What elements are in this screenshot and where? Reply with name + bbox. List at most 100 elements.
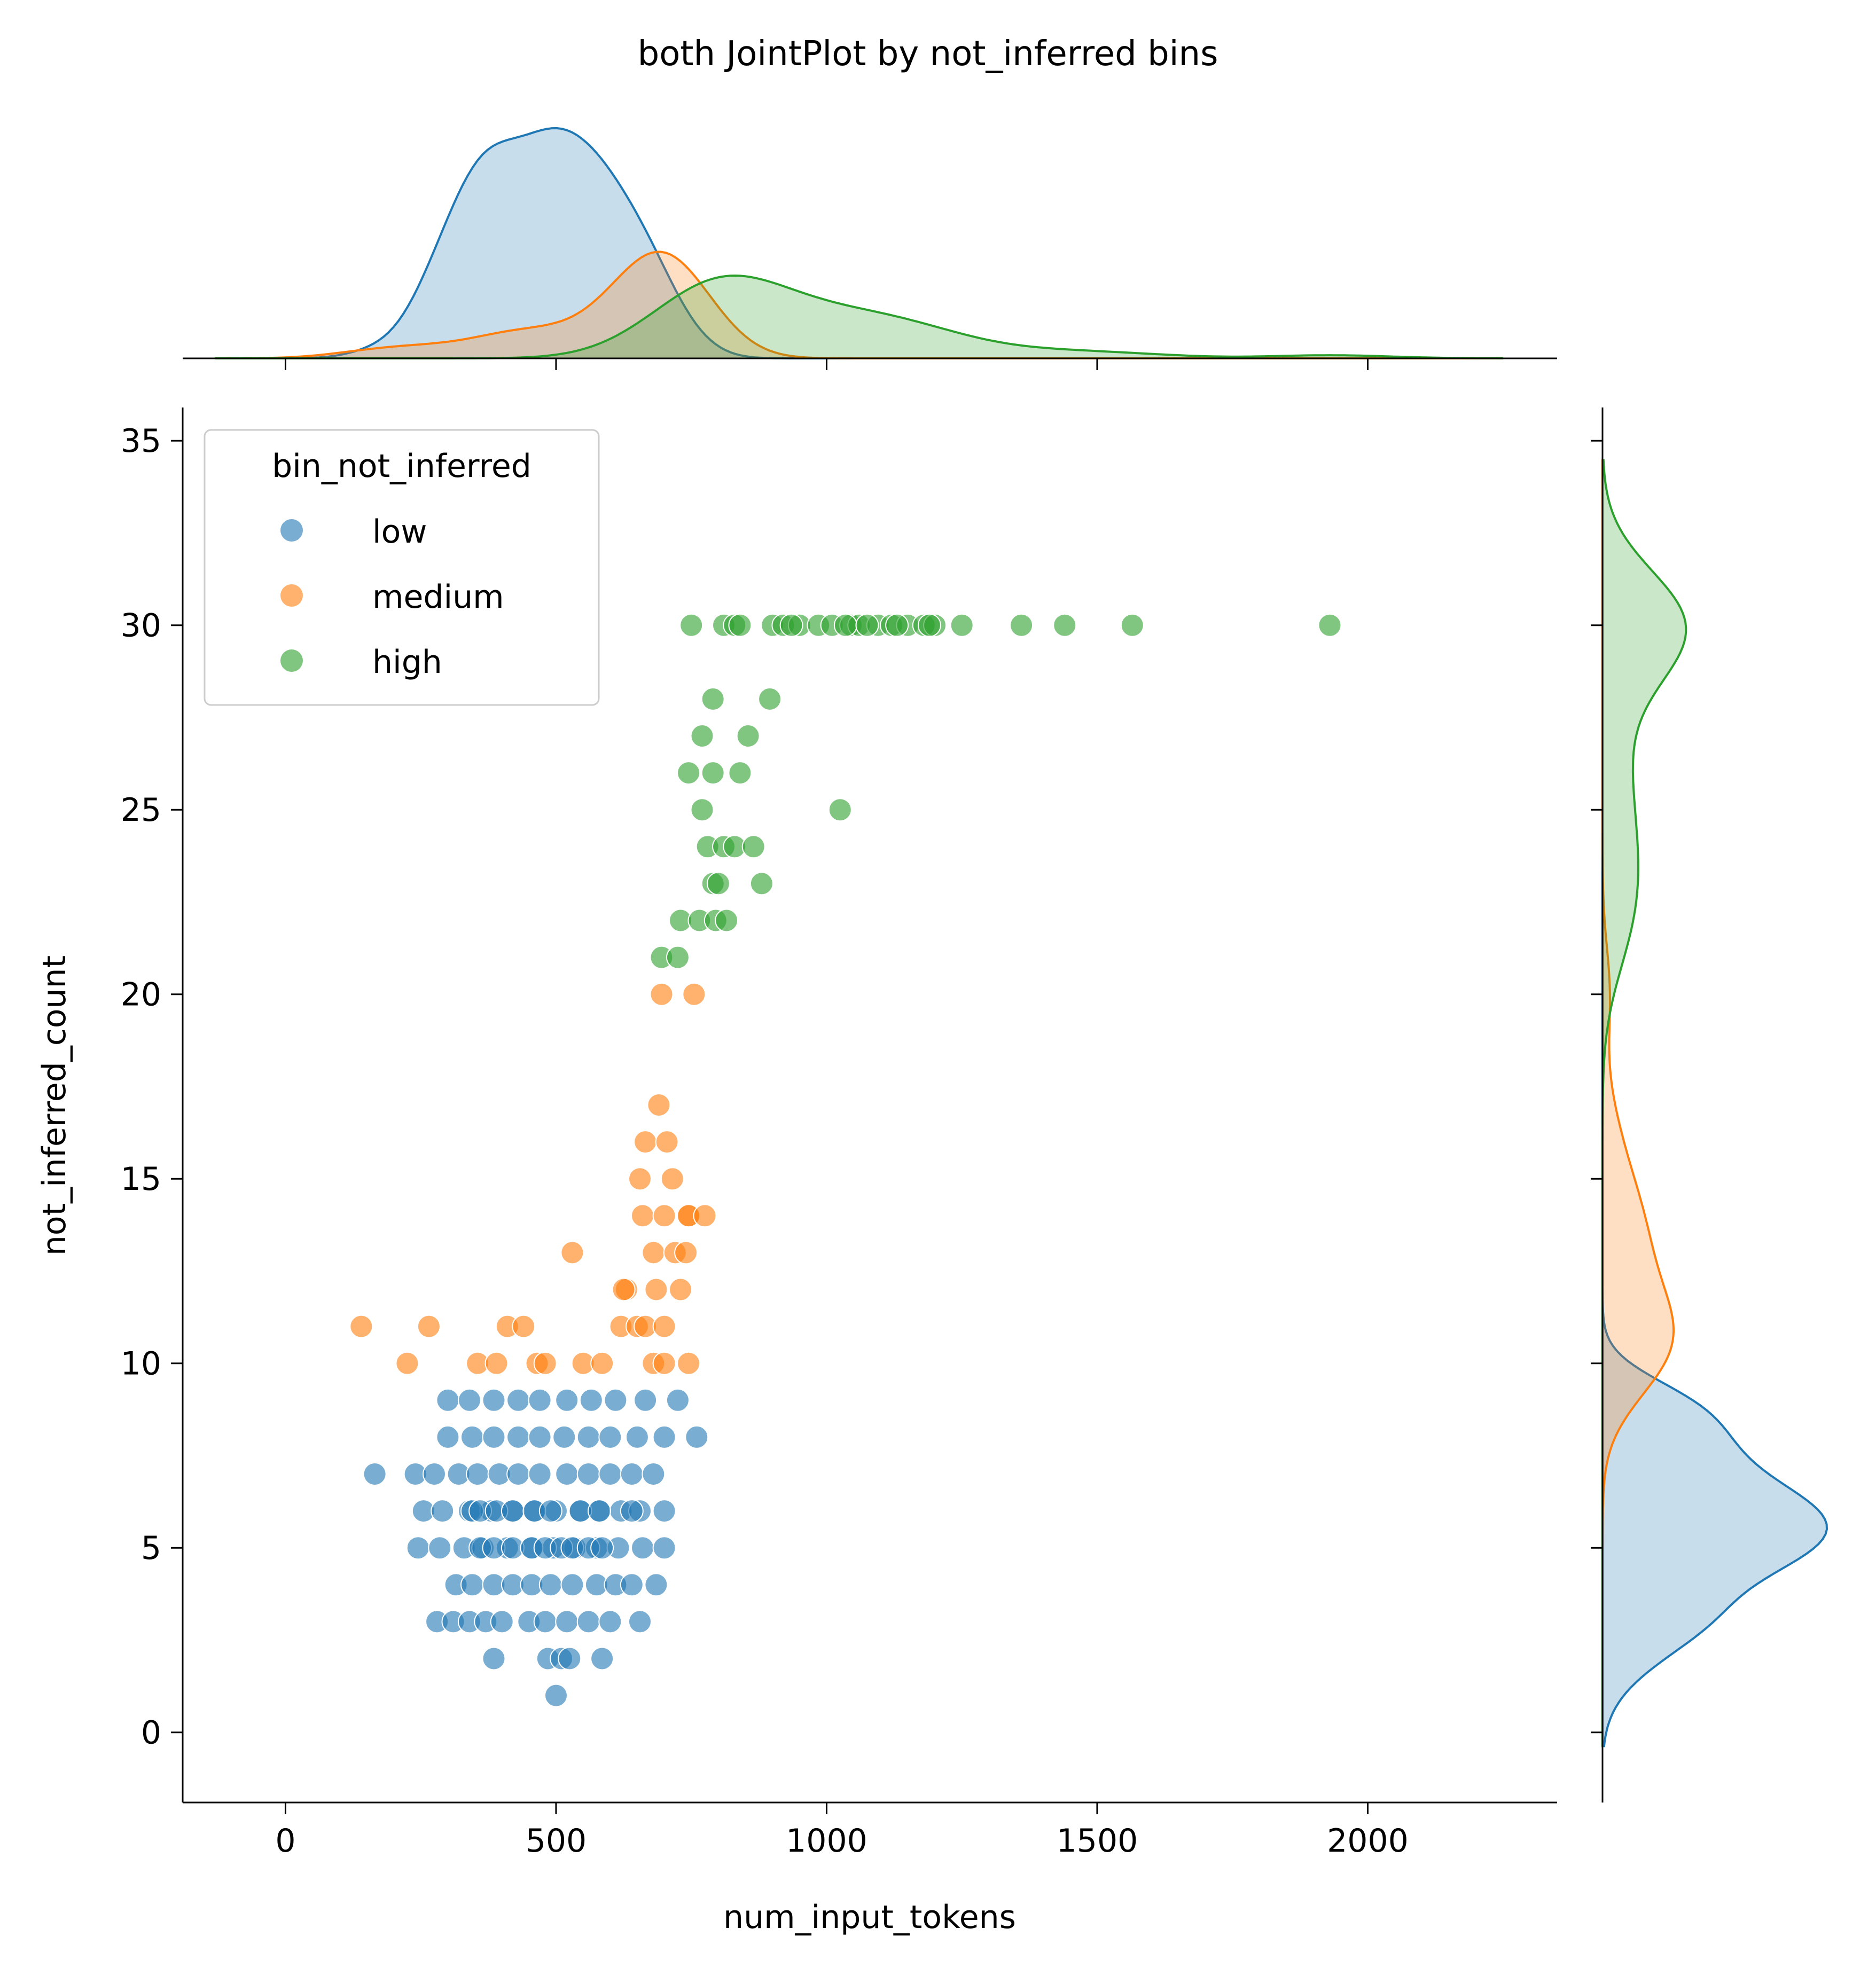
point-low-41 [528, 1425, 552, 1449]
point-medium-37 [682, 982, 706, 1006]
point-medium-20 [612, 1278, 636, 1302]
y-tick-label-2: 10 [121, 1345, 161, 1383]
point-high-26 [701, 687, 725, 711]
point-low-9 [576, 1462, 600, 1486]
point-medium-33 [647, 1093, 671, 1117]
point-low-46 [652, 1425, 676, 1449]
point-medium-8 [533, 1351, 557, 1375]
point-high-16 [950, 613, 974, 637]
point-low-6 [506, 1462, 530, 1486]
point-low-79 [628, 1610, 652, 1634]
point-high-17 [1010, 613, 1034, 637]
point-low-8 [555, 1462, 579, 1486]
legend-label-high: high [372, 644, 442, 681]
point-high-28 [690, 724, 714, 748]
point-medium-9 [560, 1241, 584, 1265]
point-medium-27 [631, 1204, 654, 1228]
point-high-33 [690, 798, 714, 822]
point-low-37 [436, 1425, 460, 1449]
point-low-11 [620, 1462, 644, 1486]
point-low-0 [363, 1462, 387, 1486]
legend-entries: low medium high [280, 513, 504, 681]
point-medium-16 [677, 1351, 701, 1375]
point-low-24 [652, 1499, 676, 1523]
point-medium-31 [634, 1130, 658, 1154]
point-high-27 [758, 687, 782, 711]
point-low-48 [457, 1388, 481, 1412]
point-high-3 [728, 613, 752, 637]
y-axis: 0 5 10 15 20 25 30 35 [121, 422, 183, 1752]
point-low-51 [528, 1388, 552, 1412]
point-medium-32 [655, 1130, 679, 1154]
point-high-41 [749, 872, 773, 896]
point-low-26 [428, 1536, 452, 1560]
point-low-101 [558, 1647, 582, 1671]
x-axis-label: num_input_tokens [723, 1899, 1016, 1936]
point-medium-23 [642, 1241, 666, 1265]
point-high-31 [701, 761, 725, 785]
point-low-88 [590, 1536, 614, 1560]
legend-marker-low [280, 519, 303, 542]
point-low-53 [579, 1388, 603, 1412]
right-marginal-ticks [1591, 440, 1603, 1734]
point-high-18 [1053, 613, 1077, 637]
point-low-56 [666, 1388, 690, 1412]
point-low-64 [560, 1573, 584, 1597]
point-high-21 [779, 613, 803, 637]
point-low-75 [533, 1610, 557, 1634]
point-high-25 [917, 613, 941, 637]
point-low-97 [620, 1499, 644, 1523]
point-low-38 [460, 1425, 484, 1449]
point-medium-6 [512, 1314, 536, 1338]
point-high-19 [1120, 613, 1144, 637]
chart-title: both JointPlot by not_inferred bins [638, 34, 1218, 74]
point-high-40 [706, 872, 730, 896]
point-medium-19 [652, 1314, 676, 1338]
point-low-44 [598, 1425, 622, 1449]
point-low-63 [538, 1573, 562, 1597]
y-tick-label-3: 15 [121, 1161, 161, 1198]
point-low-54 [604, 1388, 628, 1412]
point-medium-15 [652, 1351, 676, 1375]
point-high-22 [833, 613, 857, 637]
x-tick-label-2: 1000 [786, 1822, 867, 1860]
x-tick-label-0: 0 [275, 1822, 295, 1860]
legend-label-low: low [372, 513, 427, 551]
point-medium-35 [693, 1204, 717, 1228]
point-low-42 [552, 1425, 576, 1449]
point-low-40 [506, 1425, 530, 1449]
point-low-59 [460, 1573, 484, 1597]
point-low-96 [588, 1499, 611, 1523]
y-tick-label-5: 25 [121, 791, 161, 829]
point-high-32 [728, 761, 752, 785]
legend-frame [204, 429, 600, 706]
legend-title: bin_not_inferred [272, 448, 531, 485]
point-medium-0 [349, 1314, 373, 1338]
point-high-29 [736, 724, 760, 748]
point-low-43 [576, 1425, 600, 1449]
right-marginal-kde [1601, 459, 1828, 1747]
point-low-92 [501, 1499, 525, 1523]
point-low-49 [482, 1388, 506, 1412]
point-low-55 [634, 1388, 658, 1412]
point-low-78 [598, 1610, 622, 1634]
point-high-24 [885, 613, 909, 637]
point-medium-25 [674, 1241, 698, 1265]
point-medium-2 [395, 1351, 419, 1375]
point-low-36 [652, 1536, 676, 1560]
point-low-77 [576, 1610, 600, 1634]
point-low-52 [555, 1388, 579, 1412]
point-high-30 [677, 761, 701, 785]
point-low-76 [555, 1610, 579, 1634]
x-axis: 0 500 1000 1500 2000 [275, 1802, 1409, 1860]
point-low-45 [625, 1425, 649, 1449]
x-tick-label-3: 1500 [1057, 1822, 1138, 1860]
point-low-50 [506, 1388, 530, 1412]
point-low-67 [620, 1573, 644, 1597]
point-low-73 [490, 1610, 514, 1634]
point-high-34 [828, 798, 852, 822]
point-high-45 [715, 908, 739, 932]
right-kde-fill-low [1603, 459, 1827, 1747]
point-low-68 [644, 1573, 668, 1597]
point-medium-21 [644, 1278, 668, 1302]
